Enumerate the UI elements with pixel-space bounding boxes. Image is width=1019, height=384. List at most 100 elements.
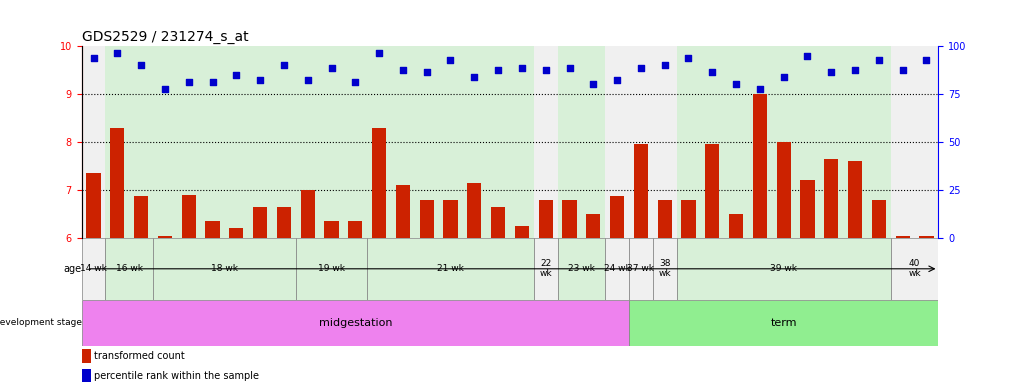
Text: midgestation: midgestation [318, 318, 391, 328]
Point [728, 81, 744, 88]
Text: 22
wk: 22 wk [539, 259, 551, 278]
Bar [871, 200, 886, 238]
Bar [158, 236, 172, 238]
Bar [82, 300, 629, 346]
Text: percentile rank within the sample: percentile rank within the sample [95, 371, 259, 381]
Bar [533, 46, 557, 238]
Point [109, 50, 125, 56]
Bar [538, 200, 552, 238]
Point [371, 50, 387, 56]
Point [537, 67, 553, 73]
Bar [704, 144, 718, 238]
Text: 16 wk: 16 wk [115, 264, 143, 273]
Bar [467, 183, 481, 238]
Text: 24 wk: 24 wk [603, 264, 630, 273]
Point [680, 55, 696, 61]
Bar [557, 238, 604, 300]
Bar [609, 196, 624, 238]
Point [822, 70, 839, 76]
Point [774, 74, 791, 80]
Bar [533, 238, 557, 300]
Bar [890, 46, 937, 238]
Bar [847, 161, 861, 238]
Point [560, 65, 577, 71]
Bar [181, 195, 196, 238]
Text: term: term [769, 318, 796, 328]
Bar [205, 221, 219, 238]
Bar [82, 349, 91, 363]
Bar [676, 238, 890, 300]
Bar [82, 238, 105, 300]
Text: GDS2529 / 231274_s_at: GDS2529 / 231274_s_at [82, 30, 248, 44]
Point [870, 58, 887, 64]
Bar [105, 238, 153, 300]
Text: transformed count: transformed count [95, 351, 184, 361]
Bar [395, 185, 410, 238]
Bar [82, 46, 105, 238]
Point [180, 79, 197, 85]
Bar [229, 228, 244, 238]
Bar [324, 221, 338, 238]
Bar [652, 46, 676, 238]
Bar [367, 238, 533, 300]
Point [585, 81, 601, 88]
Text: 39 wk: 39 wk [769, 264, 797, 273]
Point [894, 67, 910, 73]
Text: 37 wk: 37 wk [627, 264, 654, 273]
Point [846, 67, 862, 73]
Bar [586, 214, 600, 238]
Text: 23 wk: 23 wk [568, 264, 594, 273]
Bar [890, 238, 937, 300]
Point [608, 76, 625, 83]
Bar [652, 238, 676, 300]
Text: 21 wk: 21 wk [436, 264, 464, 273]
Bar [895, 236, 909, 238]
Bar [604, 238, 629, 300]
Bar [729, 214, 743, 238]
Point [489, 67, 505, 73]
Bar [823, 159, 838, 238]
Bar [918, 236, 932, 238]
Point [632, 65, 648, 71]
Bar [775, 142, 790, 238]
Bar [87, 173, 101, 238]
Bar [253, 207, 267, 238]
Bar [443, 200, 458, 238]
Bar [629, 300, 937, 346]
Point [799, 53, 815, 59]
Bar [629, 238, 652, 300]
Point [656, 62, 673, 68]
Bar [276, 207, 290, 238]
Bar [419, 200, 433, 238]
Text: 19 wk: 19 wk [318, 264, 344, 273]
Bar [105, 46, 153, 238]
Point [300, 76, 316, 83]
Bar [347, 221, 362, 238]
Point [228, 72, 245, 78]
Bar [752, 94, 766, 238]
Bar [515, 226, 529, 238]
Bar [557, 46, 604, 238]
Text: 40
wk: 40 wk [907, 259, 920, 278]
Point [275, 62, 291, 68]
Bar [133, 196, 148, 238]
Bar [629, 46, 652, 238]
Point [514, 65, 530, 71]
Text: 18 wk: 18 wk [211, 264, 237, 273]
Point [703, 70, 719, 76]
Text: 38
wk: 38 wk [657, 259, 671, 278]
Bar [372, 127, 386, 238]
Bar [110, 127, 124, 238]
Point [751, 86, 767, 93]
Point [157, 86, 173, 93]
Bar [676, 46, 890, 238]
Bar [604, 46, 629, 238]
Point [86, 55, 102, 61]
Point [132, 62, 149, 68]
Point [442, 58, 459, 64]
Bar [153, 46, 296, 238]
Bar [561, 200, 576, 238]
Bar [633, 144, 647, 238]
Text: 14 wk: 14 wk [79, 264, 107, 273]
Bar [800, 180, 814, 238]
